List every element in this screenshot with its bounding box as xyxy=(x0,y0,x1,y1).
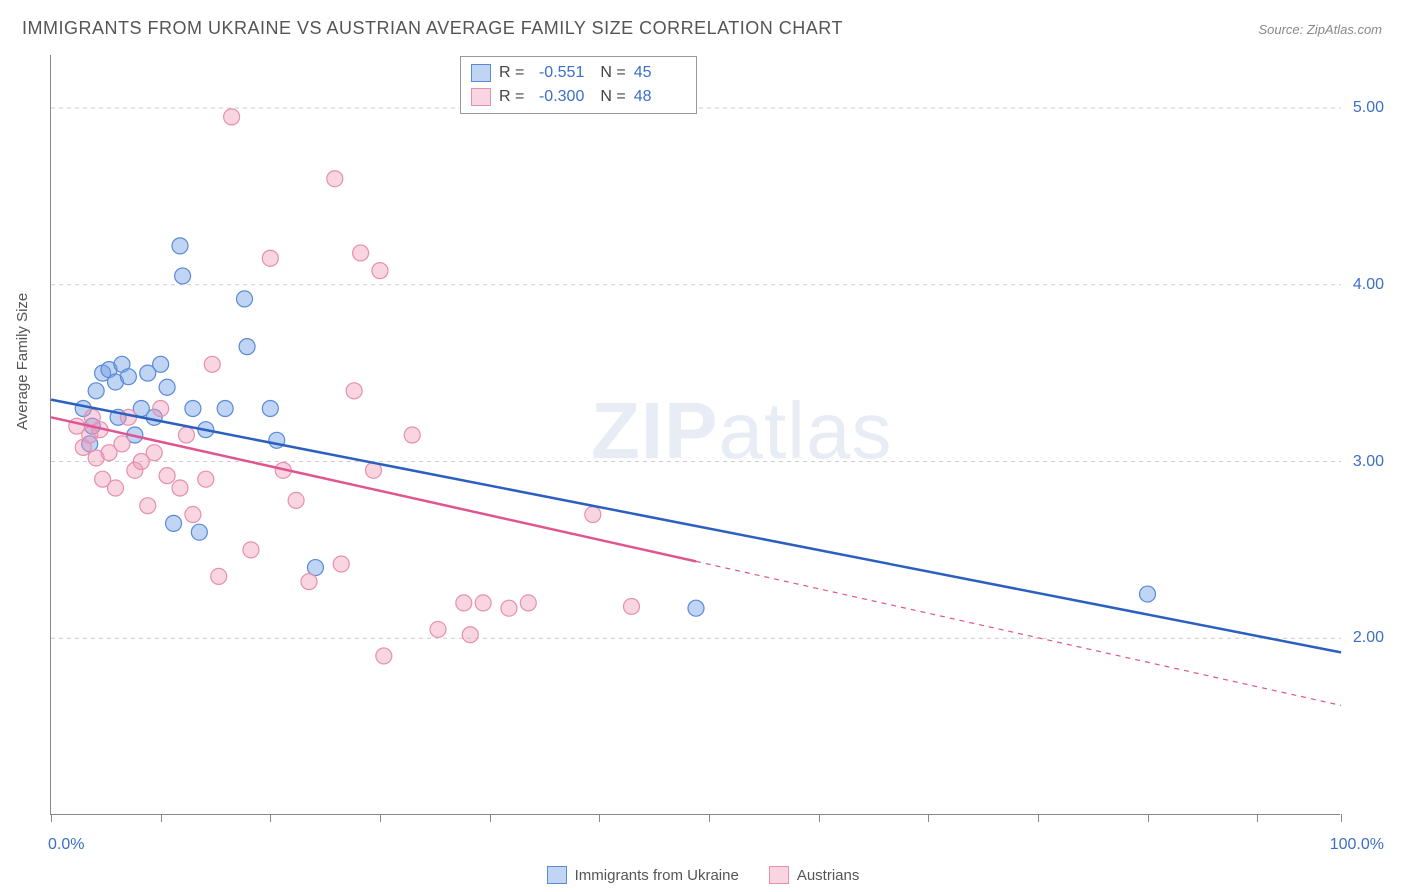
data-point xyxy=(262,250,278,266)
data-point xyxy=(198,471,214,487)
legend-swatch xyxy=(471,88,491,106)
data-point xyxy=(159,468,175,484)
data-point xyxy=(372,263,388,279)
data-point xyxy=(153,400,169,416)
legend-r-label: R = xyxy=(499,85,524,109)
data-point xyxy=(146,445,162,461)
data-point xyxy=(475,595,491,611)
data-point xyxy=(120,409,136,425)
data-point xyxy=(166,515,182,531)
legend-top: R = -0.551 N = 45 R = -0.300 N = 48 xyxy=(460,56,697,114)
data-point xyxy=(172,238,188,254)
x-tick xyxy=(1038,814,1039,822)
legend-n-label: N = xyxy=(600,61,625,85)
data-point xyxy=(108,480,124,496)
x-tick xyxy=(490,814,491,822)
legend-n-value: 45 xyxy=(634,61,686,85)
x-axis-min-label: 0.0% xyxy=(48,836,84,854)
data-point xyxy=(140,498,156,514)
data-point xyxy=(175,268,191,284)
data-point xyxy=(456,595,472,611)
data-point xyxy=(217,400,233,416)
data-point xyxy=(404,427,420,443)
legend-swatch xyxy=(769,866,789,884)
data-point xyxy=(204,356,220,372)
y-tick-label: 2.00 xyxy=(1353,629,1384,647)
data-point xyxy=(178,427,194,443)
legend-r-value: -0.551 xyxy=(532,61,584,85)
legend-top-row: R = -0.300 N = 48 xyxy=(471,85,686,109)
data-point xyxy=(346,383,362,399)
source-attribution: Source: ZipAtlas.com xyxy=(1258,22,1382,37)
data-point xyxy=(191,524,207,540)
legend-r-label: R = xyxy=(499,61,524,85)
data-point xyxy=(462,627,478,643)
x-tick xyxy=(51,814,52,822)
data-point xyxy=(353,245,369,261)
data-point xyxy=(114,436,130,452)
chart-svg xyxy=(51,55,1341,815)
legend-bottom-label: Immigrants from Ukraine xyxy=(575,867,739,884)
data-point xyxy=(120,369,136,385)
data-point xyxy=(88,383,104,399)
legend-swatch xyxy=(471,64,491,82)
x-tick xyxy=(380,814,381,822)
x-axis-max-label: 100.0% xyxy=(1330,836,1384,854)
data-point xyxy=(288,492,304,508)
data-point xyxy=(301,574,317,590)
legend-n-value: 48 xyxy=(634,85,686,109)
legend-swatch xyxy=(547,866,567,884)
data-point xyxy=(333,556,349,572)
data-point xyxy=(159,379,175,395)
data-point xyxy=(172,480,188,496)
data-point xyxy=(185,400,201,416)
x-tick xyxy=(1257,814,1258,822)
x-tick xyxy=(819,814,820,822)
chart-title: IMMIGRANTS FROM UKRAINE VS AUSTRIAN AVER… xyxy=(22,18,843,39)
legend-bottom-item: Immigrants from Ukraine xyxy=(547,866,739,884)
x-tick xyxy=(709,814,710,822)
legend-r-value: -0.300 xyxy=(532,85,584,109)
data-point xyxy=(585,507,601,523)
data-point xyxy=(520,595,536,611)
data-point xyxy=(243,542,259,558)
trend-line-solid xyxy=(51,417,696,561)
data-point xyxy=(327,171,343,187)
data-point xyxy=(624,598,640,614)
x-tick xyxy=(161,814,162,822)
data-point xyxy=(153,356,169,372)
legend-top-row: R = -0.551 N = 45 xyxy=(471,61,686,85)
y-axis-title: Average Family Size xyxy=(14,293,31,430)
data-point xyxy=(430,621,446,637)
data-point xyxy=(211,568,227,584)
data-point xyxy=(1140,586,1156,602)
x-tick xyxy=(1148,814,1149,822)
y-tick-label: 4.00 xyxy=(1353,276,1384,294)
x-tick xyxy=(928,814,929,822)
y-tick-label: 3.00 xyxy=(1353,453,1384,471)
legend-bottom: Immigrants from Ukraine Austrians xyxy=(0,866,1406,884)
data-point xyxy=(239,339,255,355)
plot-area: ZIPatlas xyxy=(50,55,1340,815)
x-tick xyxy=(1341,814,1342,822)
data-point xyxy=(376,648,392,664)
y-tick-label: 5.00 xyxy=(1353,99,1384,117)
data-point xyxy=(688,600,704,616)
legend-n-label: N = xyxy=(600,85,625,109)
data-point xyxy=(224,109,240,125)
data-point xyxy=(237,291,253,307)
data-point xyxy=(185,507,201,523)
x-tick xyxy=(270,814,271,822)
data-point xyxy=(262,400,278,416)
x-tick xyxy=(599,814,600,822)
legend-bottom-label: Austrians xyxy=(797,867,860,884)
data-point xyxy=(501,600,517,616)
legend-bottom-item: Austrians xyxy=(769,866,860,884)
